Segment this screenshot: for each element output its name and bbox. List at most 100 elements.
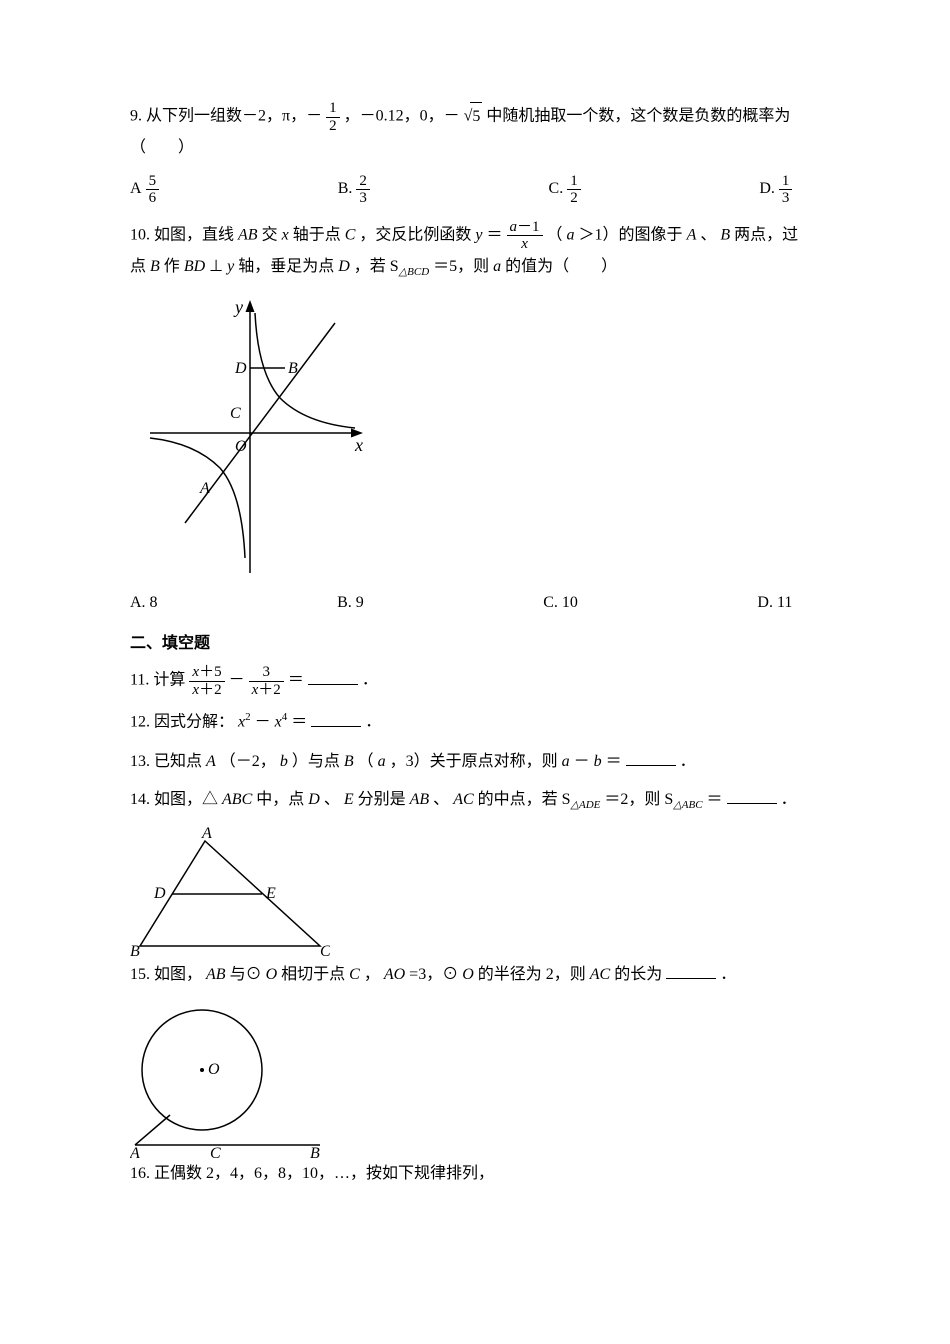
- q11-f1nb: ＋5: [199, 664, 222, 680]
- q14-eq: ＝: [707, 791, 723, 808]
- q15-blank: [666, 962, 716, 979]
- q9-a-den: 6: [146, 190, 160, 207]
- q14-e: E: [344, 791, 354, 808]
- q11-end: ．: [362, 672, 378, 689]
- q13-B: B: [344, 753, 354, 770]
- q11-t1: 11. 计算: [130, 672, 189, 689]
- q14-lC: C: [320, 943, 330, 960]
- q10-opt-b: B. 9: [337, 589, 364, 618]
- q10-BD: BD: [184, 258, 205, 275]
- q15-o: O: [266, 966, 278, 983]
- q10-t9: 点: [130, 258, 150, 275]
- q9-opt-d: D. 13: [759, 173, 792, 207]
- q13-A: A: [206, 753, 216, 770]
- q13-t5: ，3）关于原点对称，则: [390, 753, 562, 770]
- q15-lO: O: [208, 1061, 220, 1078]
- q10-x: x: [282, 226, 289, 243]
- question-13: 13. 已知点 A （－2， b ）与点 B （ a ，3）关于原点对称，则 a…: [130, 748, 820, 777]
- q9-d-den: 3: [779, 190, 793, 207]
- q14-end: ．: [781, 791, 797, 808]
- q14-lE: E: [265, 885, 276, 902]
- q10-t2: 交: [262, 226, 282, 243]
- q11-f2n: 3: [249, 664, 284, 682]
- q10-t7: 、: [700, 226, 716, 243]
- q10-D: D: [338, 258, 350, 275]
- q9-text-mid: ，－0.12，0，－: [344, 108, 460, 125]
- question-9: 9. 从下列一组数－2，π，－ 1 2 ，－0.12，0，－ √5 中随机抽取一…: [130, 100, 820, 163]
- q13-a: a: [378, 753, 386, 770]
- q15-t4: ，: [364, 966, 380, 983]
- q13-b: b: [280, 753, 288, 770]
- q15-ab: AB: [206, 966, 226, 983]
- q15-ac: AC: [590, 966, 610, 983]
- q12-xb: x: [275, 714, 282, 731]
- q10-B2: B: [150, 258, 160, 275]
- q10-t6: ＞1）的图像于: [579, 226, 687, 243]
- q10-t12: ，若 S: [354, 258, 399, 275]
- q10-lbl-C: C: [230, 405, 241, 422]
- q10-eq: ＝: [487, 226, 503, 243]
- q10-A: A: [687, 226, 697, 243]
- q10-opt-d: D. 11: [757, 589, 792, 618]
- q10-t14: 的值为（ ）: [505, 258, 617, 275]
- q10-sub1: △BCD: [399, 266, 429, 278]
- q15-lB: B: [310, 1145, 320, 1160]
- q15-t1: 15. 如图，: [130, 966, 202, 983]
- q11-f2db: ＋2: [258, 682, 281, 698]
- q10-t8: 两点，过: [734, 226, 798, 243]
- question-10: 10. 如图，直线 AB 交 x 轴于点 C ，交反比例函数 y ＝ a－1 x…: [130, 219, 820, 283]
- q9-a-num: 5: [146, 173, 160, 191]
- q14-abc: ABC: [222, 791, 252, 808]
- q14-t6: 的中点，若 S: [478, 791, 571, 808]
- q14-t7: ＝2，则 S: [604, 791, 673, 808]
- q10-B: B: [720, 226, 730, 243]
- q10-opt-c: C. 10: [543, 589, 578, 618]
- q9-a-label: A: [130, 175, 142, 204]
- q10-den: x: [507, 236, 543, 253]
- q12-e2: 2: [245, 711, 251, 723]
- q10-num-b: －1: [517, 219, 540, 235]
- q11-minus: －: [229, 672, 245, 689]
- q15-ao: AO: [384, 966, 405, 983]
- q10-lbl-B: B: [288, 360, 298, 377]
- q13-b2: b: [594, 753, 602, 770]
- q15-t7: 的长为: [614, 966, 662, 983]
- q9-opt-a: A 56: [130, 173, 159, 207]
- question-14: 14. 如图，△ ABC 中，点 D 、 E 分别是 AB 、 AC 的中点，若…: [130, 786, 820, 816]
- q10-num-a: a: [510, 219, 518, 235]
- q12-blank: [311, 710, 361, 727]
- q13-eq: ＝: [606, 753, 622, 770]
- q14-s2: △ABC: [673, 799, 702, 811]
- q12-end: ．: [365, 714, 381, 731]
- q15-t5: =3，⊙: [409, 966, 458, 983]
- q14-figure: A B C D E: [130, 826, 330, 961]
- q13-m: －: [574, 753, 590, 770]
- q10-frac: a－1 x: [507, 219, 543, 253]
- q11-blank: [308, 668, 358, 685]
- q15-end: ．: [720, 966, 736, 983]
- q10-lbl-D: D: [234, 360, 247, 377]
- q10-t5: （: [547, 226, 563, 243]
- q9-c-label: C.: [549, 175, 564, 204]
- section-2-heading: 二、填空题: [130, 630, 820, 659]
- q12-eq: ＝: [291, 714, 307, 731]
- q14-t1: 14. 如图，△: [130, 791, 218, 808]
- q14-t5: 、: [433, 791, 449, 808]
- q14-lB: B: [130, 943, 140, 960]
- q13-t3: ）与点: [292, 753, 344, 770]
- q13-t4: （: [358, 753, 374, 770]
- q14-t2: 中，点: [256, 791, 308, 808]
- question-11: 11. 计算 x＋5 x＋2 － 3 x＋2 ＝ ．: [130, 664, 820, 698]
- q14-d: D: [308, 791, 320, 808]
- q14-t4: 分别是: [358, 791, 410, 808]
- q10-t10: 作: [164, 258, 184, 275]
- q10-t11: 轴，垂足为点: [238, 258, 338, 275]
- q15-t2: 与⊙: [230, 966, 262, 983]
- q12-m: －: [255, 714, 271, 731]
- q10-t3: 轴于点: [293, 226, 345, 243]
- q11-f1db: ＋2: [199, 682, 222, 698]
- q15-lC: C: [210, 1145, 221, 1160]
- question-12: 12. 因式分解： x2 － x4 ＝ ．: [130, 708, 820, 737]
- q13-t1: 13. 已知点: [130, 753, 206, 770]
- q9-b-den: 3: [356, 190, 370, 207]
